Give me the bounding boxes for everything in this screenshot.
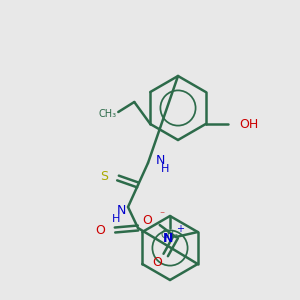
Text: N: N [163, 232, 174, 245]
Text: OH: OH [240, 118, 259, 130]
Text: O: O [152, 256, 162, 269]
Text: H: H [112, 214, 120, 224]
Text: CH₃: CH₃ [98, 109, 116, 119]
Text: N: N [156, 154, 165, 167]
Text: +: + [176, 224, 184, 234]
Text: ⁻: ⁻ [159, 210, 164, 220]
Text: O: O [95, 224, 105, 236]
Text: N: N [117, 205, 126, 218]
Text: CH₃: CH₃ [161, 230, 179, 240]
Text: S: S [100, 169, 108, 182]
Text: H: H [161, 164, 169, 174]
Text: O: O [142, 214, 152, 227]
